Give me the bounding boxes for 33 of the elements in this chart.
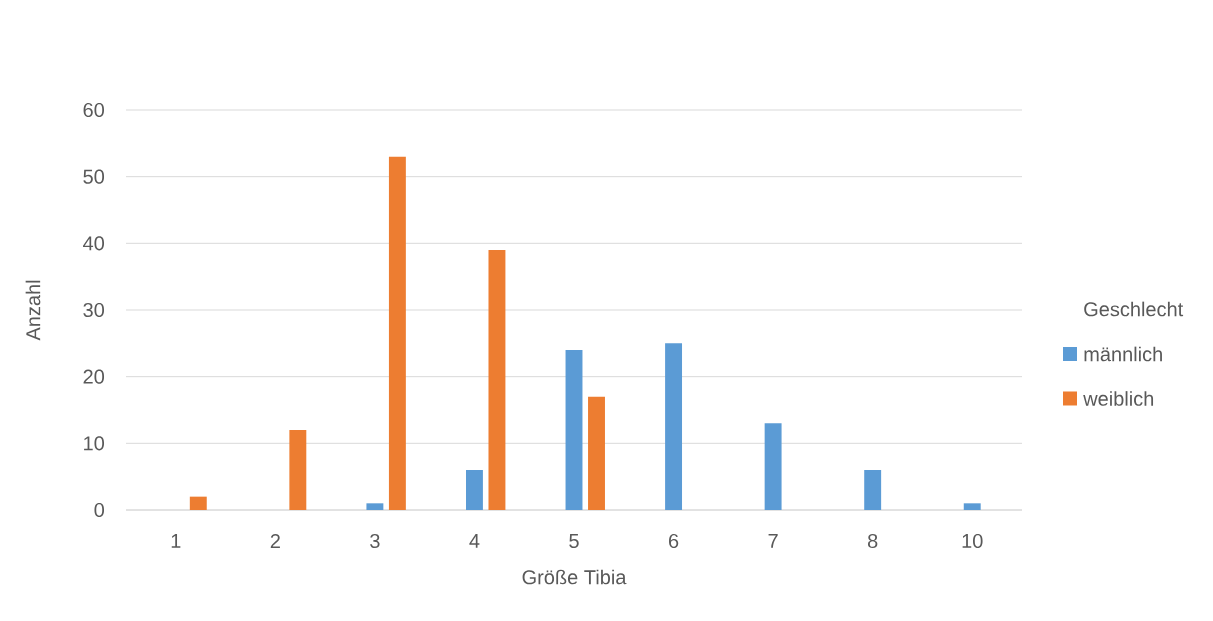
y-tick-label: 0 [94, 502, 105, 518]
bar [963, 503, 981, 510]
y-tick-label: 60 [83, 102, 105, 118]
x-tick-label: 4 [469, 534, 480, 548]
bar [588, 396, 605, 510]
y-tick-label: 40 [83, 236, 105, 251]
x-tick-label: 6 [669, 533, 679, 549]
y-tick-label: 20 [83, 369, 105, 384]
x-tick-label: 10 [962, 533, 983, 549]
bar [465, 469, 483, 510]
bar [488, 249, 506, 510]
y-tick-label: 50 [83, 169, 105, 184]
x-tick-label: 5 [569, 534, 579, 548]
x-tick-label: 8 [867, 533, 878, 549]
legend-title: Geschlecht [1084, 301, 1184, 317]
x-axis-title: Größe Tibia [522, 569, 627, 585]
bar [388, 156, 406, 510]
bar [189, 496, 207, 510]
bar [289, 429, 307, 510]
legend-label: weiblich [1083, 391, 1154, 406]
y-tick-label: 10 [84, 436, 105, 451]
x-tick-label: 1 [171, 534, 181, 548]
bar [864, 469, 882, 510]
bar [366, 503, 384, 510]
y-axis-title: Anzahl [25, 280, 41, 341]
bar [764, 423, 782, 510]
y-tick-label: 30 [83, 302, 105, 318]
bar [665, 343, 683, 510]
bar [565, 349, 583, 510]
x-tick-label: 2 [270, 534, 280, 548]
x-tick-label: 3 [370, 533, 380, 549]
x-tick-label: 7 [768, 534, 778, 548]
legend-label: männlich [1084, 346, 1162, 362]
